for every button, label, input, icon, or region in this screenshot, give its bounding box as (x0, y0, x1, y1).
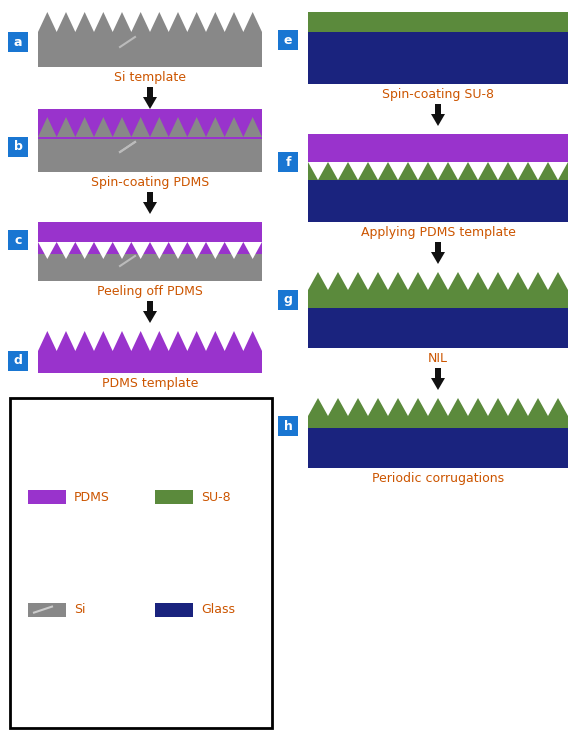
Text: e: e (284, 34, 292, 46)
Polygon shape (308, 272, 568, 290)
Bar (10, 398, 272, 728)
Text: Glass: Glass (201, 603, 235, 616)
Polygon shape (308, 162, 568, 180)
Text: c: c (15, 234, 21, 246)
Polygon shape (38, 117, 262, 137)
Bar (8, 351, 28, 371)
Polygon shape (38, 117, 262, 137)
Bar (155, 603, 193, 616)
Text: Spin-coating SU-8: Spin-coating SU-8 (382, 88, 494, 101)
Bar (308, 12, 568, 32)
Text: Applying PDMS template: Applying PDMS template (361, 226, 515, 239)
Bar (155, 490, 193, 504)
Bar (278, 416, 298, 436)
Bar (8, 230, 28, 250)
Bar (308, 180, 568, 222)
Polygon shape (431, 242, 445, 264)
Bar (308, 290, 568, 308)
Text: Spin-coating PDMS: Spin-coating PDMS (91, 176, 209, 189)
Text: Periodic corrugations: Periodic corrugations (372, 472, 504, 485)
Bar (308, 162, 568, 182)
Text: h: h (284, 419, 292, 432)
Polygon shape (143, 87, 157, 109)
Bar (38, 137, 262, 172)
Bar (38, 222, 262, 254)
Bar (278, 30, 298, 50)
Bar (38, 109, 262, 139)
Bar (308, 428, 568, 468)
Bar (8, 137, 28, 157)
Bar (278, 152, 298, 172)
Bar (308, 308, 568, 348)
Text: d: d (13, 355, 23, 367)
Polygon shape (431, 104, 445, 126)
Bar (28, 603, 66, 616)
Bar (8, 32, 28, 52)
Bar (38, 351, 262, 373)
Text: f: f (285, 155, 290, 169)
Bar (308, 32, 568, 84)
Text: Si: Si (74, 603, 85, 616)
Text: a: a (14, 35, 22, 48)
Bar (308, 416, 568, 428)
Bar (278, 290, 298, 310)
Text: g: g (284, 293, 292, 306)
Text: b: b (13, 141, 23, 153)
Polygon shape (143, 301, 157, 323)
Bar (28, 490, 66, 504)
Polygon shape (38, 12, 262, 32)
Polygon shape (308, 398, 568, 416)
Bar (38, 254, 262, 281)
Bar (308, 134, 568, 162)
Bar (38, 32, 262, 67)
Polygon shape (431, 368, 445, 390)
Polygon shape (38, 331, 262, 351)
Text: PDMS: PDMS (74, 491, 110, 504)
Text: Peeling off PDMS: Peeling off PDMS (97, 285, 203, 298)
Text: PDMS template: PDMS template (102, 377, 198, 390)
Text: Si template: Si template (114, 71, 186, 84)
Polygon shape (38, 242, 262, 259)
Text: SU-8: SU-8 (201, 491, 231, 504)
Text: NIL: NIL (428, 352, 448, 365)
Polygon shape (143, 192, 157, 214)
Polygon shape (38, 244, 262, 254)
